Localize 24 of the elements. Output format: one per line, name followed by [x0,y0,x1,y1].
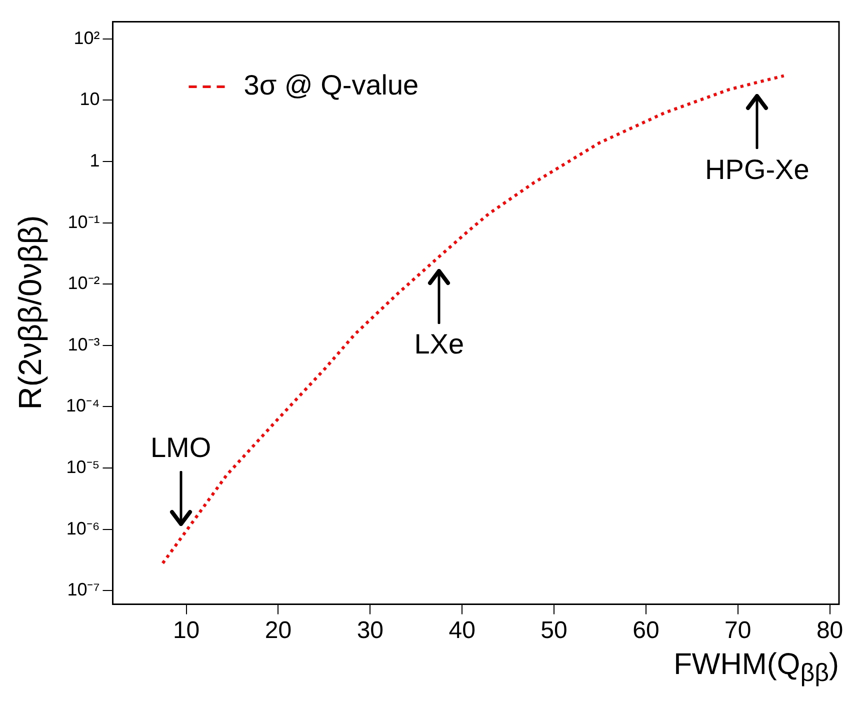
y-tick-label: 10⁻⁵ [66,456,100,477]
y-tick-label: 10⁻² [68,273,100,294]
y-tick-label: 1 [90,150,100,170]
y-tick-label: 10⁻⁴ [66,396,100,416]
annotation: LXe [414,328,464,360]
y-tick-label: 10⁻⁶ [66,518,100,538]
x-tick-label: 10 [172,617,200,644]
x-tick-label: 50 [540,617,568,644]
x-tick-label: 80 [816,617,844,644]
annotation: HPG-Xe [705,154,810,186]
y-tick-label: 10⁻⁷ [67,580,100,600]
x-tick-label: 40 [448,617,476,644]
y-axis-title: R(2νββ/0νββ) [12,216,48,410]
x-tick-label: 70 [724,617,752,644]
y-tick-label: 10 [80,89,100,110]
x-tick-label: 30 [356,617,384,644]
legend-label: 3σ @ Q-value [244,70,419,101]
annotation: LMO [150,432,212,464]
y-tick-label: 10⁻³ [68,334,100,354]
x-axis-title: FWHM(Q$_{ββ}$) [672,648,839,690]
y-tick-label: 10⁻¹ [68,212,100,232]
x-tick-label: 20 [264,617,292,644]
x-tick-label: 60 [632,617,660,644]
y-tick-label: 10² [74,28,100,48]
